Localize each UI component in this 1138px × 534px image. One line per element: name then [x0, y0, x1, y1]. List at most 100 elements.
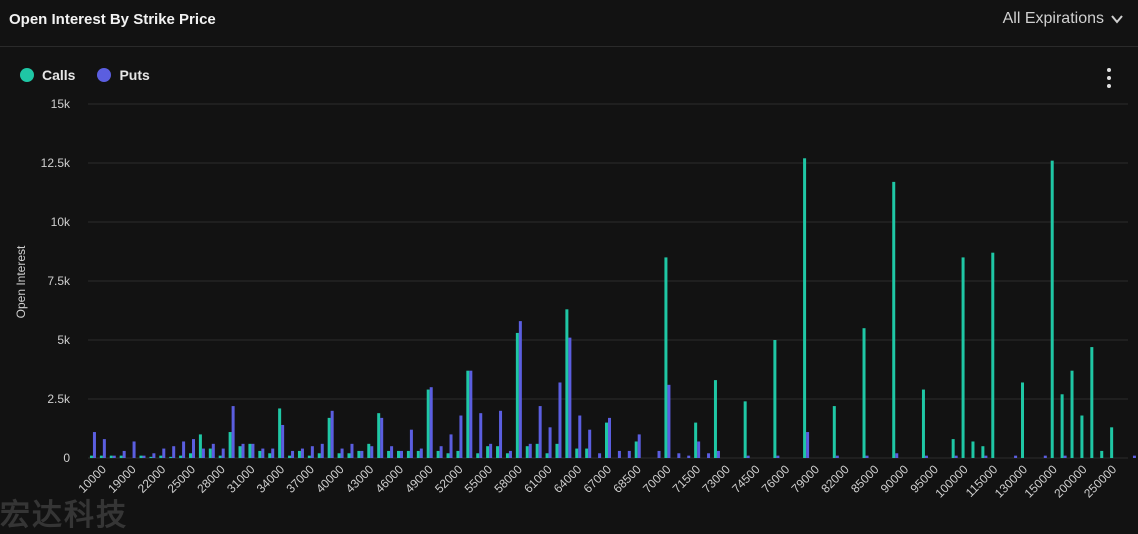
calls-bar [228, 432, 232, 458]
calls-bar [307, 455, 311, 458]
x-tick-label: 90000 [878, 462, 912, 496]
x-tick-label: 34000 [254, 462, 288, 496]
y-tick-label: 10k [51, 215, 71, 229]
calls-bar [991, 252, 995, 458]
puts-bar [172, 446, 176, 458]
calls-bar [1080, 415, 1084, 458]
calls-bar [208, 448, 212, 458]
puts-bar [182, 441, 186, 458]
calls-bar [367, 443, 371, 458]
calls-bar [327, 417, 331, 458]
x-tick-label: 43000 [343, 462, 377, 496]
calls-bar [268, 453, 272, 458]
puts-bar [1132, 455, 1136, 458]
puts-bar [122, 450, 126, 458]
puts-bar [142, 455, 146, 458]
puts-bar [271, 448, 275, 458]
puts-bar [578, 415, 582, 458]
calls-bar [248, 443, 252, 458]
puts-bar [162, 448, 166, 458]
calls-bar [466, 370, 470, 458]
puts-bar [390, 446, 394, 458]
legend-item-puts[interactable]: Puts [97, 67, 150, 83]
puts-bar [608, 417, 611, 458]
calls-bar [515, 332, 519, 458]
more-options-icon[interactable] [1100, 66, 1118, 90]
expiration-dropdown[interactable]: All Expirations [1003, 10, 1124, 28]
legend-calls-label: Calls [42, 67, 76, 83]
puts-bar [360, 450, 364, 458]
x-tick-label: 46000 [373, 462, 407, 496]
calls-bar [1110, 427, 1114, 458]
calls-bar [1060, 394, 1064, 458]
calls-bar [297, 450, 301, 458]
x-tick-label: 250000 [1081, 462, 1119, 500]
calls-bar [337, 453, 341, 458]
puts-bar [221, 448, 225, 458]
x-tick-label: 82000 [818, 462, 852, 496]
calls-bar [713, 380, 717, 458]
calls-bar [446, 453, 450, 458]
calls-bar [892, 181, 896, 458]
calls-bar [139, 455, 143, 458]
puts-bar [548, 427, 552, 458]
x-tick-label: 22000 [135, 462, 169, 496]
puts-bar [92, 432, 96, 458]
puts-bar [320, 443, 324, 458]
calls-bar [505, 453, 509, 458]
chart-legend: Calls Puts [20, 67, 150, 83]
calls-bar [1050, 160, 1054, 458]
calls-bar [486, 446, 490, 458]
puts-bar [835, 455, 839, 458]
calls-bar [179, 455, 183, 458]
puts-bar [300, 448, 304, 458]
chart-title: Open Interest By Strike Price [9, 11, 216, 28]
puts-bar [627, 450, 631, 458]
x-tick-label: 68500 [610, 462, 644, 496]
watermark: 宏达科技 [0, 499, 128, 532]
puts-bar [588, 429, 592, 458]
calls-bar [1070, 370, 1074, 458]
puts-bar [310, 446, 314, 458]
x-tick-label: 52000 [432, 462, 466, 496]
puts-bar [657, 450, 661, 458]
puts-bar [1063, 455, 1067, 458]
y-tick-label: 7.5k [47, 274, 71, 288]
calls-bar [832, 406, 836, 458]
puts-bar [637, 434, 641, 458]
puts-bar [439, 446, 443, 458]
calls-swatch [20, 68, 34, 82]
puts-bar [291, 450, 295, 458]
calls-bar [664, 257, 668, 458]
x-tick-label: 73000 [699, 462, 733, 496]
x-tick-label: 55000 [462, 462, 496, 496]
puts-bar [192, 439, 195, 458]
puts-bar [429, 387, 433, 458]
calls-bar [476, 453, 480, 458]
calls-bar [1090, 347, 1094, 458]
puts-bar [241, 443, 245, 458]
puts-bar [330, 410, 334, 458]
calls-bar [159, 455, 163, 458]
calls-bar [951, 439, 955, 458]
puts-bar [806, 432, 810, 458]
puts-bar [667, 384, 671, 458]
calls-bar [347, 453, 351, 458]
puts-bar [112, 455, 116, 458]
x-tick-label: 67000 [581, 462, 615, 496]
calls-bar [773, 340, 777, 458]
calls-bar [99, 455, 103, 458]
puts-bar [469, 370, 473, 458]
calls-bar [575, 448, 579, 458]
puts-bar [370, 446, 374, 458]
puts-bar [895, 453, 899, 458]
calls-bar [1100, 450, 1104, 458]
calls-bar [981, 446, 985, 458]
y-tick-label: 12.5k [41, 156, 71, 170]
puts-bar [518, 321, 522, 458]
calls-bar [426, 389, 430, 458]
chart-header: Open Interest By Strike Price All Expira… [0, 0, 1138, 47]
puts-bar [201, 448, 205, 458]
puts-bar [746, 455, 750, 458]
legend-item-calls[interactable]: Calls [20, 67, 75, 83]
